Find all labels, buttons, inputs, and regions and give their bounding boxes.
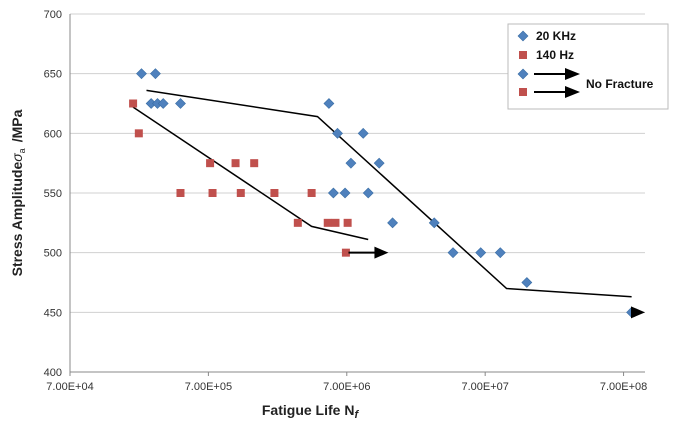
point-square [176,189,185,197]
legend-label-140hz: 140 Hz [536,48,574,62]
point-square [270,189,279,197]
point-square [293,218,302,227]
trend-lines [132,89,632,298]
point-square [323,218,332,227]
gridlines [70,13,645,313]
y-axis-title: Stress Amplitudeσa/MPa [9,109,27,276]
point-square [250,159,259,168]
y-tick-labels: 400 450 500 550 600 650 700 [44,9,62,379]
point-diamond [332,127,343,139]
legend-runout-arrow-icon-2 [565,86,580,98]
point-diamond [339,187,351,199]
point-square [129,99,138,108]
x-axis-title-main: Fatigue Life N [262,402,355,418]
runout-arrow-head [631,306,645,319]
point-diamond [136,68,147,80]
y-axis-title-unit: /MPa [9,109,25,142]
point-diamond [357,127,369,139]
point-diamond [323,98,335,109]
legend-box [507,23,669,110]
point-square [307,189,316,197]
legend: 20 KHz 140 Hz No Fracture [507,23,669,110]
y-tick-label: 700 [44,9,62,21]
y-tick-label: 500 [44,248,62,260]
x-tick-label: 7.00E+07 [461,381,508,393]
point-square [231,159,240,168]
y-axis-title-main: Stress Amplitude [9,162,25,277]
legend-square-icon [519,51,527,59]
runout-arrows [348,246,645,319]
point-diamond [494,247,506,259]
legend-runout-diamond-icon [517,68,529,80]
data-markers [129,68,638,318]
point-square [206,159,215,168]
x-tick-label: 7.00E+04 [46,381,93,393]
legend-label-no-fracture: No Fracture [586,77,654,91]
point-diamond [373,157,385,169]
y-axis-title-sub: a [17,148,27,153]
y-tick-label: 600 [44,128,62,140]
point-square [343,218,352,227]
x-axis-title: Fatigue Life Nf [262,402,360,421]
legend-label-20khz: 20 KHz [536,29,576,43]
runout-arrow-head [374,246,389,259]
x-tick-labels: 7.00E+04 7.00E+05 7.00E+06 7.00E+07 7.00E+08 [46,372,647,393]
point-square [331,218,340,227]
point-square [341,248,350,257]
point-diamond [521,277,533,288]
legend-diamond-icon [517,30,529,42]
point-square [236,189,245,197]
point-square [134,129,143,138]
axes [69,14,645,373]
point-diamond [150,68,161,80]
point-diamond [475,247,487,259]
point-diamond [362,187,374,199]
legend-runout-arrow-icon-1 [565,68,580,80]
x-axis-title-sub: f [354,409,359,421]
y-axis-title-sigma: σ [9,153,25,162]
y-tick-label: 550 [44,188,62,200]
trend-line [132,106,369,241]
y-tick-label: 400 [44,367,62,379]
y-tick-label: 650 [44,69,62,81]
point-diamond [157,98,169,109]
x-tick-label: 7.00E+08 [600,381,647,393]
trend-line [146,89,632,298]
point-diamond [428,217,440,229]
point-diamond [387,217,399,229]
point-square [208,189,217,197]
point-diamond [447,247,459,259]
point-diamond [175,98,186,109]
legend-runout-square-icon [519,88,527,96]
point-diamond [345,157,357,169]
y-tick-label: 450 [44,307,62,319]
x-tick-label: 7.00E+06 [323,381,370,393]
point-diamond [327,187,339,199]
x-tick-label: 7.00E+05 [185,381,232,393]
